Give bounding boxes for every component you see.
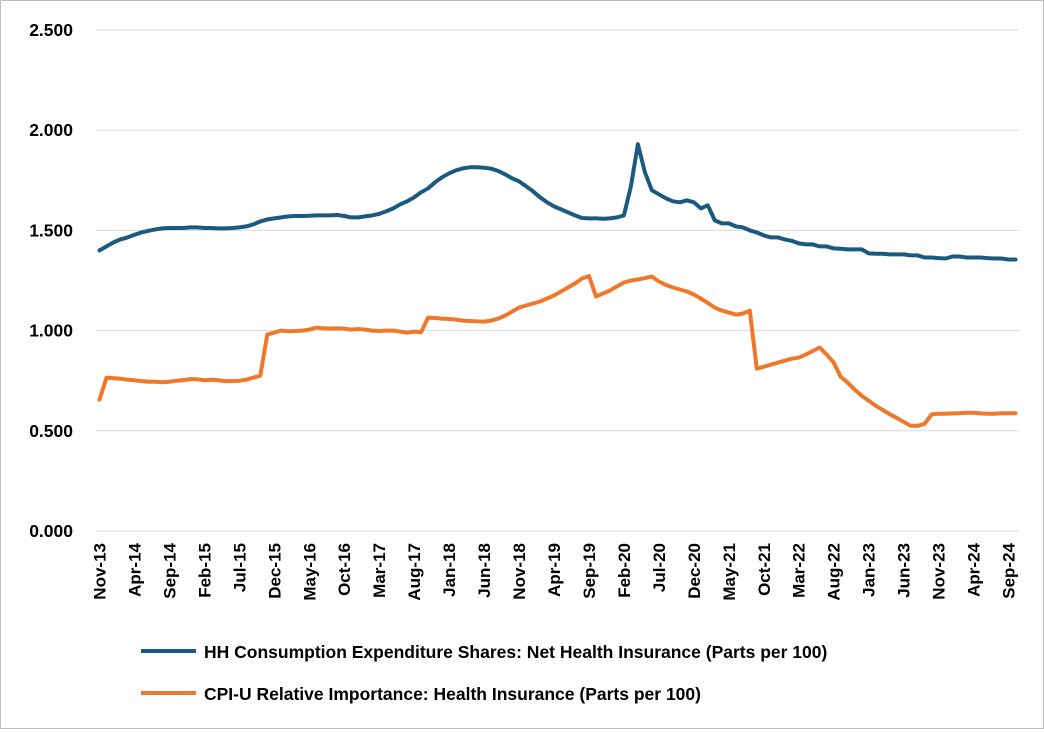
y-tick-label: 2.000 xyxy=(29,120,73,140)
x-tick-label: Apr-19 xyxy=(545,543,564,597)
x-tick-label: Jan-23 xyxy=(860,543,879,597)
x-tick-label: Feb-15 xyxy=(195,543,214,598)
x-tick-label: Jul-20 xyxy=(650,543,669,592)
x-tick-label: May-21 xyxy=(720,543,739,601)
legend: HH Consumption Expenditure Shares: Net H… xyxy=(141,642,827,704)
x-tick-label: Aug-17 xyxy=(405,543,424,601)
x-tick-label: Aug-22 xyxy=(825,543,844,601)
series-line-1 xyxy=(97,274,1018,428)
y-tick-label: 2.500 xyxy=(29,20,73,40)
x-tick-label: Jun-18 xyxy=(475,543,494,598)
x-tick-label: Nov-18 xyxy=(510,543,529,600)
y-tick-label: 0.500 xyxy=(29,421,73,441)
x-tick-label: Dec-20 xyxy=(685,543,704,599)
x-tick-label: Apr-14 xyxy=(125,542,144,596)
x-tick-label: Jan-18 xyxy=(440,543,459,597)
x-tick-label: Mar-22 xyxy=(790,543,809,598)
x-tick-label: Sep-14 xyxy=(160,542,179,598)
legend-label-cpi-u: CPI-U Relative Importance: Health Insura… xyxy=(204,684,701,704)
x-axis-tick-labels: Nov-13 Apr-14 Sep-14 Feb-15 Jul-15 Dec-15 May-… xyxy=(90,542,1018,600)
gridlines xyxy=(96,29,1019,532)
x-tick-label: May-16 xyxy=(300,543,319,601)
x-tick-label: Feb-20 xyxy=(615,543,634,598)
x-tick-label: Mar-17 xyxy=(370,543,389,598)
series-line-0 xyxy=(97,142,1018,262)
x-tick-label: Nov-13 xyxy=(90,543,109,600)
legend-label-hh-expenditure: HH Consumption Expenditure Shares: Net H… xyxy=(204,642,827,662)
x-tick-label: Jul-15 xyxy=(230,543,249,592)
x-tick-label: Sep-24 xyxy=(1000,542,1019,598)
x-tick-label: Dec-15 xyxy=(265,543,284,599)
x-tick-label: Jun-23 xyxy=(895,543,914,598)
y-tick-label: 0.000 xyxy=(29,521,73,541)
y-tick-label: 1.500 xyxy=(29,220,73,240)
x-tick-label: Nov-23 xyxy=(930,543,949,600)
x-tick-label: Oct-21 xyxy=(755,543,774,596)
x-tick-label: Apr-24 xyxy=(965,542,984,596)
y-tick-label: 1.000 xyxy=(29,321,73,341)
series-lines xyxy=(97,142,1018,428)
x-tick-label: Oct-16 xyxy=(335,543,354,596)
y-axis-tick-labels: 0.000 0.500 1.000 1.500 2.000 2.500 xyxy=(29,20,73,541)
x-tick-label: Sep-19 xyxy=(580,543,599,599)
